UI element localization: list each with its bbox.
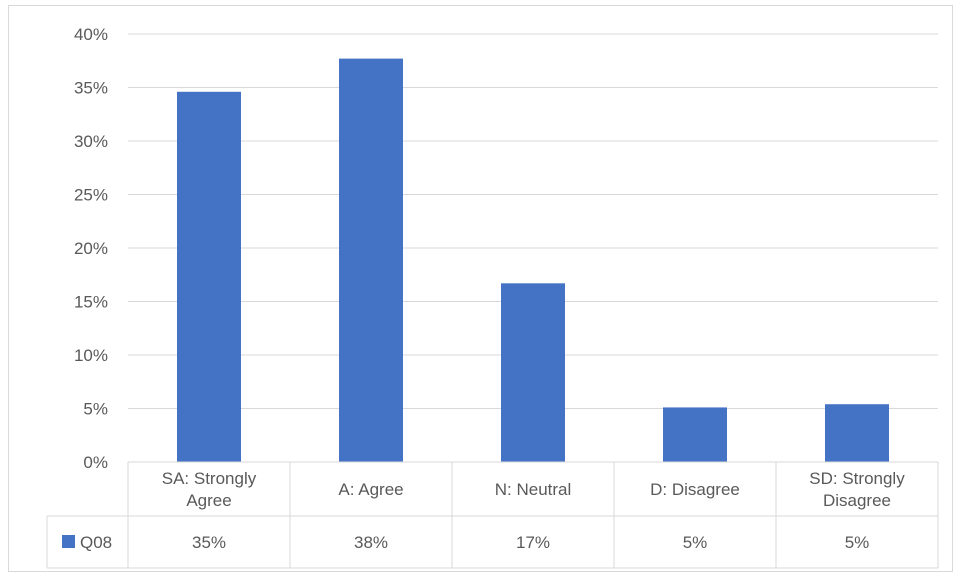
y-tick-label: 5% [83, 400, 108, 419]
y-tick-label: 0% [83, 453, 108, 472]
bar [501, 283, 565, 462]
x-category-label: Agree [186, 491, 231, 510]
bar [825, 404, 889, 462]
data-table-value: 5% [683, 533, 708, 552]
x-category-label: D: Disagree [650, 480, 740, 499]
bar [339, 59, 403, 462]
data-table-value: 38% [354, 533, 388, 552]
y-tick-label: 30% [74, 132, 108, 151]
y-tick-label: 15% [74, 293, 108, 312]
y-tick-label: 20% [74, 239, 108, 258]
x-category-label: N: Neutral [495, 480, 572, 499]
data-table-value: 5% [845, 533, 870, 552]
y-tick-label: 35% [74, 79, 108, 98]
bar [663, 407, 727, 462]
y-tick-label: 40% [74, 25, 108, 44]
y-tick-label: 25% [74, 186, 108, 205]
legend-label: Q08 [80, 533, 112, 552]
y-tick-label: 10% [74, 346, 108, 365]
bar [177, 92, 241, 462]
data-table-value: 17% [516, 533, 550, 552]
data-table-value: 35% [192, 533, 226, 552]
x-category-label: SD: Strongly [809, 469, 905, 488]
legend-key [62, 535, 75, 548]
x-category-label: Disagree [823, 491, 891, 510]
x-category-label: SA: Strongly [162, 469, 257, 488]
x-category-label: A: Agree [338, 480, 403, 499]
